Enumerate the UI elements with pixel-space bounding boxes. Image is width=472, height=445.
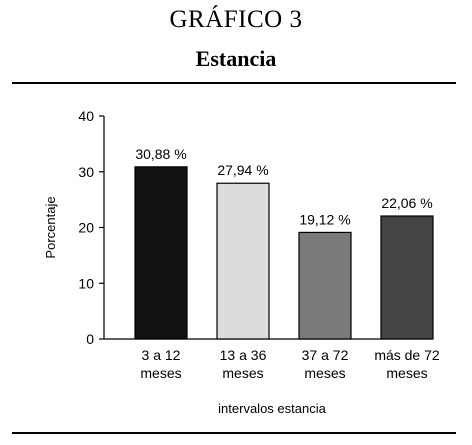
x-tick-label: 37 a 72	[302, 347, 349, 363]
chart-title: GRÁFICO 3	[169, 6, 303, 33]
x-tick-label: meses	[140, 365, 181, 381]
x-tick-label: meses	[222, 365, 263, 381]
x-tick-label: 3 a 12	[142, 347, 181, 363]
x-tick-label: meses	[304, 365, 345, 381]
bar	[298, 231, 352, 340]
chart-subtitle: Estancia	[195, 46, 277, 71]
bar-value-label: 30,88 %	[135, 146, 186, 162]
x-axis-label: intervalos estancia	[218, 401, 326, 416]
bar	[380, 215, 434, 340]
top-rule	[12, 82, 456, 84]
x-tick-label: 13 a 36	[220, 347, 267, 363]
bar-value-label: 19,12 %	[299, 211, 350, 227]
x-tick-label: meses	[386, 365, 427, 381]
x-tick-label: más de 72	[374, 347, 440, 363]
y-tick-label: 30	[78, 164, 94, 180]
y-tick-label: 20	[78, 220, 94, 236]
bar	[134, 166, 188, 340]
bar-value-label: 22,06 %	[381, 195, 432, 211]
y-tick-label: 10	[78, 275, 94, 291]
bottom-rule	[12, 432, 456, 434]
y-tick-label: 40	[78, 108, 94, 124]
y-axis-label: Porcentaje	[43, 196, 58, 258]
bar-value-label: 27,94 %	[217, 162, 268, 178]
y-tick-label: 0	[86, 331, 94, 347]
bar	[216, 182, 270, 340]
